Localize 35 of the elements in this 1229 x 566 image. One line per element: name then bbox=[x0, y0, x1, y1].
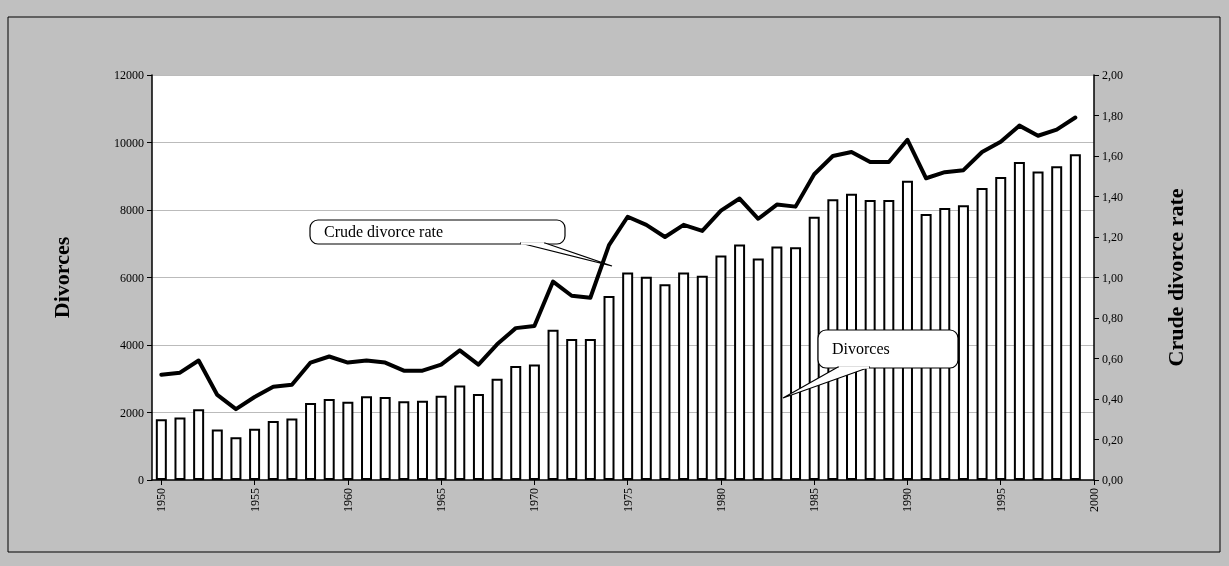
x-tick-label: 1965 bbox=[434, 488, 449, 512]
y2-tick-label: 1,60 bbox=[1102, 149, 1123, 163]
speech-bubble: Divorces bbox=[781, 328, 960, 400]
y-tick-label: 10000 bbox=[114, 135, 144, 150]
y2-tick-label: 0,00 bbox=[1102, 473, 1123, 487]
x-tick-label: 1970 bbox=[527, 488, 542, 512]
y-tick-label: 6000 bbox=[120, 270, 144, 285]
y-tick-label: 0 bbox=[138, 473, 144, 487]
y2-tick-label: 0,40 bbox=[1102, 392, 1123, 406]
x-tick-label: 1990 bbox=[900, 488, 915, 512]
x-tick-label: 1985 bbox=[807, 488, 822, 512]
x-tick-label: 1960 bbox=[340, 488, 355, 512]
y2-tick-label: 2,00 bbox=[1102, 68, 1123, 82]
y2-tick-label: 0,80 bbox=[1102, 311, 1123, 325]
y2-tick-label: 1,40 bbox=[1102, 189, 1123, 204]
x-tick-label: 2000 bbox=[1087, 488, 1101, 512]
x-tick-label: 1975 bbox=[620, 488, 635, 512]
line-series bbox=[159, 115, 1078, 412]
x-tick-label: 1995 bbox=[993, 488, 1008, 512]
y2-axis-title: Crude divorce rate bbox=[1162, 188, 1188, 367]
y2-tick-label: 0,20 bbox=[1102, 432, 1123, 447]
y-axis-title: Divorces bbox=[48, 236, 74, 319]
series-label: Divorces bbox=[832, 339, 890, 359]
y-tick-label: 12000 bbox=[114, 68, 144, 82]
y2-tick-label: 1,00 bbox=[1102, 270, 1123, 285]
y-tick-label: 2000 bbox=[120, 405, 144, 420]
x-tick-label: 1950 bbox=[154, 488, 169, 512]
y2-tick-label: 0,60 bbox=[1102, 351, 1123, 366]
y-tick-label: 8000 bbox=[120, 203, 144, 217]
y2-tick-label: 1,80 bbox=[1102, 108, 1123, 123]
y2-tick-label: 1,20 bbox=[1102, 230, 1123, 244]
x-tick-label: 1955 bbox=[247, 488, 262, 512]
x-tick-label: 1980 bbox=[713, 488, 728, 512]
speech-bubble: Crude divorce rate bbox=[308, 218, 614, 268]
y-tick-label: 4000 bbox=[120, 338, 144, 352]
